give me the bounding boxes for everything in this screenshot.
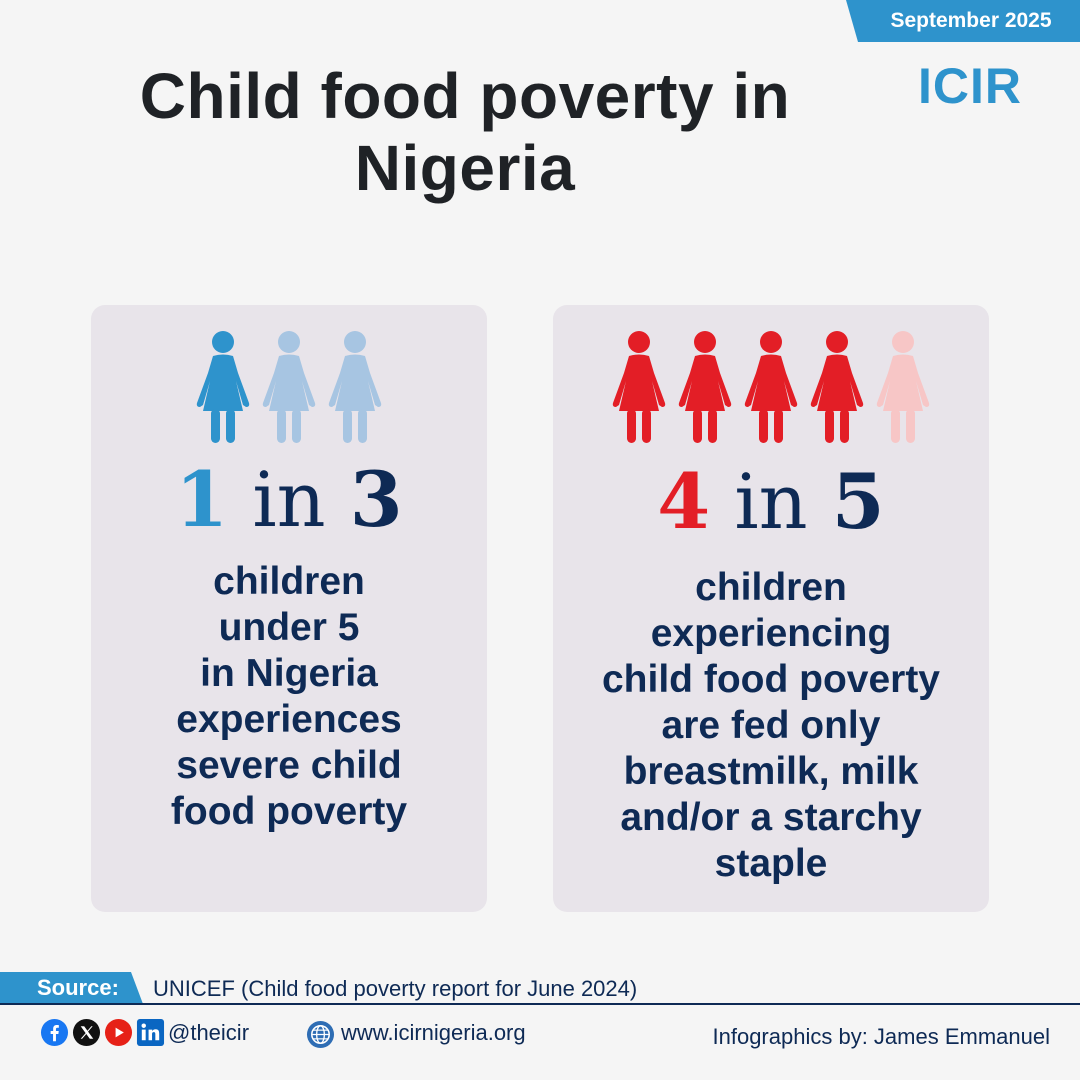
desc-line: children <box>213 560 365 603</box>
ratio-2: 4 in 5 <box>553 460 989 544</box>
website-link[interactable]: www.icirnigeria.org <box>341 1020 526 1045</box>
figure-row-1 <box>91 331 487 443</box>
child-figure-icon <box>262 331 316 443</box>
desc-line: experiencing <box>650 612 892 655</box>
facebook-icon[interactable] <box>40 1018 69 1047</box>
ratio-denominator: 5 <box>831 457 885 546</box>
credit-text: Infographics by: James Emmanuel <box>712 1024 1051 1049</box>
stat-card-2: 4 in 5 children experiencing child food … <box>553 305 989 912</box>
child-figure-icon <box>678 331 732 443</box>
child-figure-icon <box>876 331 930 443</box>
ratio-numerator: 1 <box>175 455 229 544</box>
ratio-denominator: 3 <box>349 455 403 544</box>
child-figure-icon <box>328 331 382 443</box>
ratio-word: in <box>252 455 326 544</box>
desc-line: experiences <box>176 698 402 741</box>
ratio-word: in <box>734 457 808 546</box>
desc-line: under 5 <box>218 606 360 649</box>
social-links <box>40 1018 165 1047</box>
social-handle[interactable]: @theicir <box>168 1020 250 1045</box>
stat-description-2: children experiencing child food poverty… <box>553 565 989 887</box>
child-figure-icon <box>196 331 250 443</box>
logo-text: ICIR <box>918 58 1022 114</box>
page-title: Child food poverty in Nigeria <box>70 60 860 204</box>
desc-line: and/or a starchy <box>620 796 922 839</box>
date-text: September 2025 <box>890 9 1052 32</box>
stat-card-1: 1 in 3 children under 5 in Nigeria exper… <box>91 305 487 912</box>
desc-line: staple <box>714 842 828 885</box>
source-text: UNICEF (Child food poverty report for Ju… <box>153 976 638 1001</box>
linkedin-icon[interactable] <box>136 1018 165 1047</box>
child-figure-icon <box>612 331 666 443</box>
footer-divider <box>0 1003 1080 1005</box>
x-icon[interactable] <box>72 1018 101 1047</box>
desc-line: severe child <box>176 744 402 787</box>
globe-icon <box>306 1020 335 1049</box>
icir-logo: ICIR <box>918 56 1042 116</box>
stat-description-1: children under 5 in Nigeria experiences … <box>91 559 487 835</box>
title-line-2: Nigeria <box>354 132 576 204</box>
desc-line: children <box>695 566 847 609</box>
desc-line: child food poverty <box>601 658 940 701</box>
ratio-numerator: 4 <box>657 457 711 546</box>
desc-line: food poverty <box>170 790 408 833</box>
child-figure-icon <box>810 331 864 443</box>
desc-line: breastmilk, milk <box>623 750 919 793</box>
desc-line: in Nigeria <box>200 652 378 695</box>
ratio-1: 1 in 3 <box>91 458 487 542</box>
youtube-icon[interactable] <box>104 1018 133 1047</box>
source-label: Source: <box>0 972 143 1004</box>
desc-line: are fed only <box>661 704 881 747</box>
figure-row-2 <box>553 331 989 443</box>
child-figure-icon <box>744 331 798 443</box>
title-line-1: Child food poverty in <box>139 60 791 132</box>
date-badge: September 2025 <box>846 0 1080 42</box>
